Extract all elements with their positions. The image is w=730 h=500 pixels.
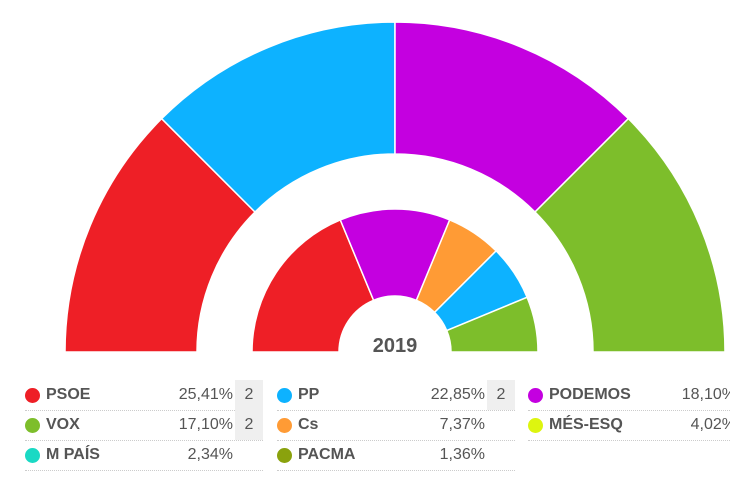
vote-percent: 22,85% [430, 386, 485, 403]
inner-ring [251, 208, 539, 353]
party-name: MÉS-ESQ [549, 416, 623, 433]
party-name: PODEMOS [549, 386, 631, 403]
vote-percent: 1,36% [439, 446, 485, 463]
legend-item[interactable]: VOX 17,10% 2 [25, 410, 263, 441]
party-name: PP [298, 386, 320, 403]
outer-ring [64, 21, 726, 353]
vote-percent: 18,10% [681, 386, 730, 403]
legend-item[interactable]: M PAÍS 2,34% [25, 440, 263, 471]
seat-count [487, 410, 515, 440]
party-color-dot [528, 417, 543, 433]
inner-segment-psoe[interactable] [251, 218, 375, 353]
inner-segment-vox[interactable] [445, 296, 539, 353]
legend-item[interactable]: PACMA 1,36% [277, 440, 515, 471]
legend-item[interactable]: PSOE 25,41% 2 [25, 380, 263, 411]
legend-item[interactable]: MÉS-ESQ 4,02% [528, 410, 730, 441]
party-name: Cs [298, 416, 319, 433]
seat-count: 2 [235, 410, 263, 440]
party-name: M PAÍS [46, 446, 100, 463]
seat-count [235, 440, 263, 470]
outer-segment-vox[interactable] [533, 117, 726, 353]
vote-percent: 17,10% [178, 416, 233, 433]
party-color-dot [277, 447, 292, 463]
party-color-dot [277, 417, 292, 433]
seat-count: 2 [487, 380, 515, 410]
party-name: VOX [46, 416, 80, 433]
party-color-dot [25, 387, 40, 403]
center-year-label: 2019 [373, 335, 418, 357]
parliament-chart: 2019 [64, 21, 726, 357]
vote-percent: 2,34% [187, 446, 233, 463]
party-name: PSOE [46, 386, 91, 403]
legend-item[interactable]: PODEMOS 18,10% [528, 380, 730, 411]
party-color-dot [277, 387, 292, 403]
seat-count: 2 [235, 380, 263, 410]
party-name: PACMA [298, 446, 356, 463]
vote-percent: 4,02% [690, 416, 730, 433]
party-color-dot [25, 447, 40, 463]
party-color-dot [528, 387, 543, 403]
vote-percent: 25,41% [178, 386, 233, 403]
legend-item[interactable]: PP 22,85% 2 [277, 380, 515, 411]
party-color-dot [25, 417, 40, 433]
vote-percent: 7,37% [439, 416, 485, 433]
seat-count [487, 440, 515, 470]
legend-item[interactable]: Cs 7,37% [277, 410, 515, 441]
